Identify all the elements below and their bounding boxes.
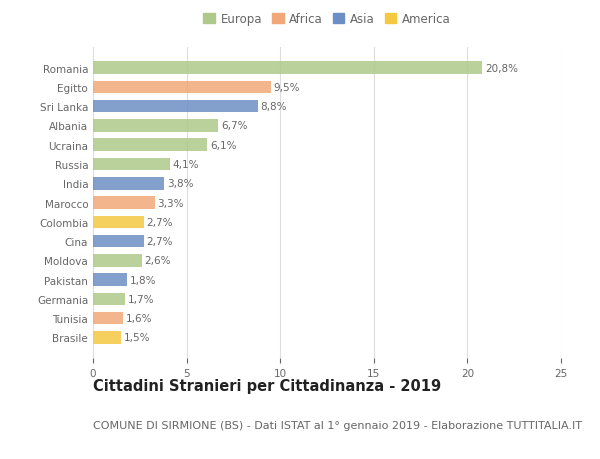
Text: 2,7%: 2,7%: [146, 236, 173, 246]
Bar: [93, 312, 123, 325]
Bar: [93, 274, 127, 286]
Bar: [93, 158, 170, 171]
Bar: [93, 235, 143, 248]
Bar: [93, 62, 482, 75]
Text: 2,6%: 2,6%: [145, 256, 171, 266]
Bar: [93, 293, 125, 306]
Text: 4,1%: 4,1%: [173, 160, 199, 170]
Text: 9,5%: 9,5%: [274, 83, 300, 93]
Bar: [93, 82, 271, 94]
Text: 1,6%: 1,6%: [126, 313, 152, 324]
Text: 6,7%: 6,7%: [221, 121, 248, 131]
Text: 1,8%: 1,8%: [130, 275, 156, 285]
Text: 1,5%: 1,5%: [124, 333, 151, 343]
Bar: [93, 178, 164, 190]
Text: Cittadini Stranieri per Cittadinanza - 2019: Cittadini Stranieri per Cittadinanza - 2…: [93, 379, 441, 394]
Bar: [93, 120, 218, 133]
Legend: Europa, Africa, Asia, America: Europa, Africa, Asia, America: [200, 11, 454, 28]
Text: 2,7%: 2,7%: [146, 218, 173, 227]
Bar: [93, 197, 155, 209]
Text: 8,8%: 8,8%: [260, 102, 287, 112]
Text: 20,8%: 20,8%: [485, 63, 518, 73]
Bar: [93, 331, 121, 344]
Text: COMUNE DI SIRMIONE (BS) - Dati ISTAT al 1° gennaio 2019 - Elaborazione TUTTITALI: COMUNE DI SIRMIONE (BS) - Dati ISTAT al …: [93, 420, 582, 430]
Text: 3,3%: 3,3%: [158, 198, 184, 208]
Bar: [93, 255, 142, 267]
Bar: [93, 139, 207, 151]
Bar: [93, 101, 258, 113]
Text: 6,1%: 6,1%: [210, 140, 236, 151]
Bar: [93, 216, 143, 229]
Text: 3,8%: 3,8%: [167, 179, 193, 189]
Text: 1,7%: 1,7%: [128, 294, 154, 304]
